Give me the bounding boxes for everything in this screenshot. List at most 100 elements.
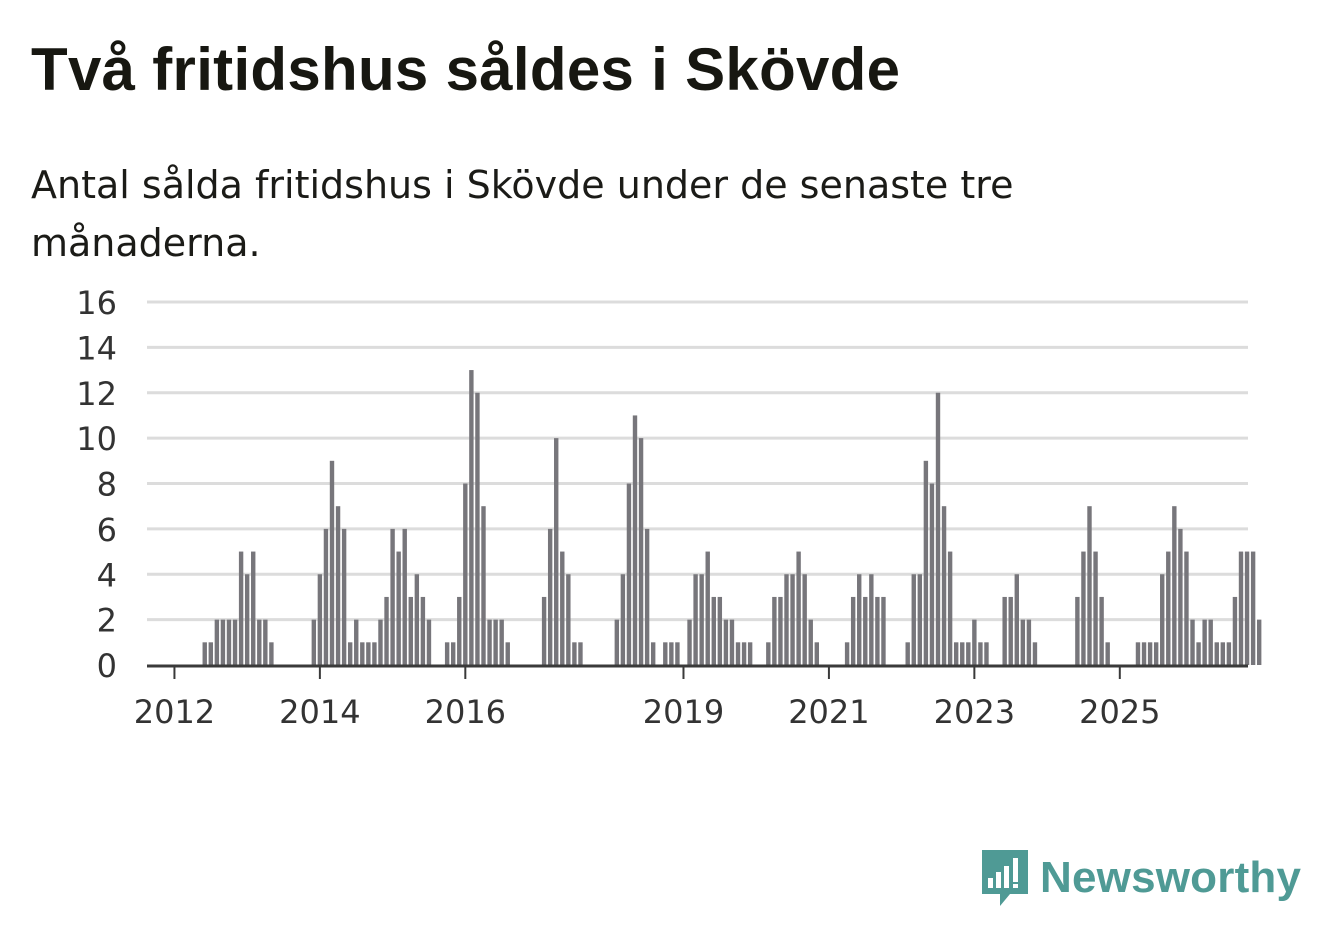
bar [572,642,577,665]
bar [863,596,868,665]
bar [729,619,735,665]
bar [929,483,935,665]
bar [705,551,710,665]
bar [214,619,220,665]
bar [675,642,680,665]
bar [317,574,323,665]
bar [475,392,480,665]
bar [875,596,880,665]
bar [735,642,741,665]
bar [444,642,450,665]
bar [784,574,789,665]
bar [1238,551,1244,665]
bar [1135,642,1141,665]
bar [487,619,492,665]
bar [814,642,819,665]
bar [717,596,723,665]
bar [554,438,559,665]
bar [772,596,777,665]
bar [626,483,632,665]
bar [420,596,426,665]
bar [620,574,626,665]
bar [1032,642,1038,665]
bar [566,574,571,665]
bar [378,619,383,665]
bar [547,528,553,665]
bar [481,506,486,665]
bar [923,460,929,665]
y-tick-label: 0 [97,647,117,685]
bar [614,619,620,665]
bar [741,642,747,665]
brand-name: Newsworthy [1040,853,1302,902]
bar [1153,642,1159,665]
y-tick-label: 16 [76,284,117,322]
bar [747,642,753,665]
bar [972,619,977,665]
bar [341,528,347,665]
x-tick-label: 2019 [643,693,724,731]
bar [1208,619,1213,665]
bar [802,574,807,665]
bar [881,596,886,665]
bar [354,619,359,665]
bar [723,619,729,665]
bar [372,642,377,665]
bar [1226,642,1232,665]
bar [644,528,650,665]
bar [1160,574,1165,665]
bar [208,642,213,665]
bar [360,642,365,665]
bar [1196,642,1201,665]
y-tick-label: 8 [97,466,117,504]
bar [1008,596,1013,665]
bar [469,370,474,665]
bar [796,551,801,665]
bar [232,619,238,665]
bar [1147,642,1153,665]
newsworthy-bar-chart-icon [982,850,1028,906]
bar [1020,619,1026,665]
bar [953,642,959,665]
bar [808,619,813,665]
bar [790,574,795,665]
bar [396,551,401,665]
bar [499,619,504,665]
bar [941,506,947,665]
bar [578,642,583,665]
bar [1172,506,1177,665]
y-tick-label: 10 [76,420,117,458]
bar [905,642,910,665]
bar [463,483,468,665]
bar [366,642,371,665]
bar [663,642,668,665]
bar [1244,551,1250,665]
x-tick-label: 2014 [279,693,360,731]
y-tick-label: 12 [76,375,117,413]
x-axis-ticks: 2012 2014 2016 2019 2021 2023 2025 [134,667,1161,731]
bars [202,370,1262,665]
x-tick-label: 2021 [788,693,869,731]
bar [1178,528,1183,665]
x-tick-label: 2023 [934,693,1015,731]
bar [257,619,262,665]
bar [384,596,389,665]
bar [984,642,989,665]
bar [1256,619,1262,665]
y-tick-label: 2 [97,602,117,640]
bar [1166,551,1171,665]
bar [978,642,983,665]
bar [850,596,856,665]
y-tick-label: 4 [97,556,117,594]
bar [693,574,698,665]
bar [244,574,250,665]
bar [226,619,232,665]
bar [911,574,916,665]
bar [638,438,644,665]
bar [1105,642,1110,665]
bar [1081,551,1086,665]
bar [917,574,923,665]
x-tick-label: 2012 [134,693,215,731]
bar [687,619,692,665]
x-tick-label: 2025 [1079,693,1160,731]
